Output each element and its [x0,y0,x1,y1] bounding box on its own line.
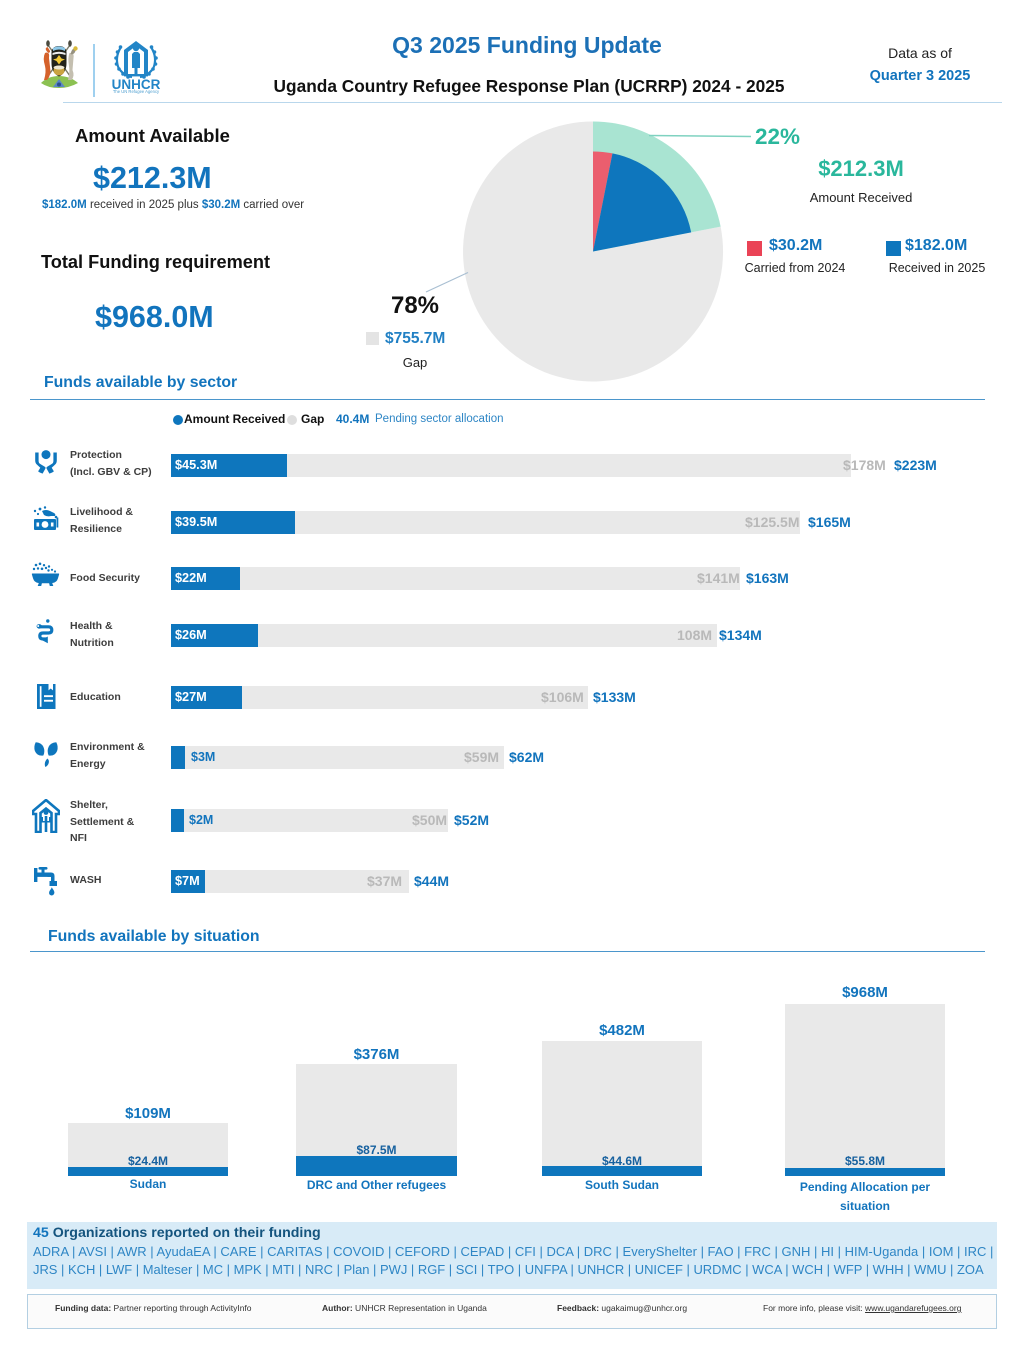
svg-text:UNHCR: UNHCR [112,77,161,92]
svg-text:The UN Refugee Agency: The UN Refugee Agency [113,89,160,94]
